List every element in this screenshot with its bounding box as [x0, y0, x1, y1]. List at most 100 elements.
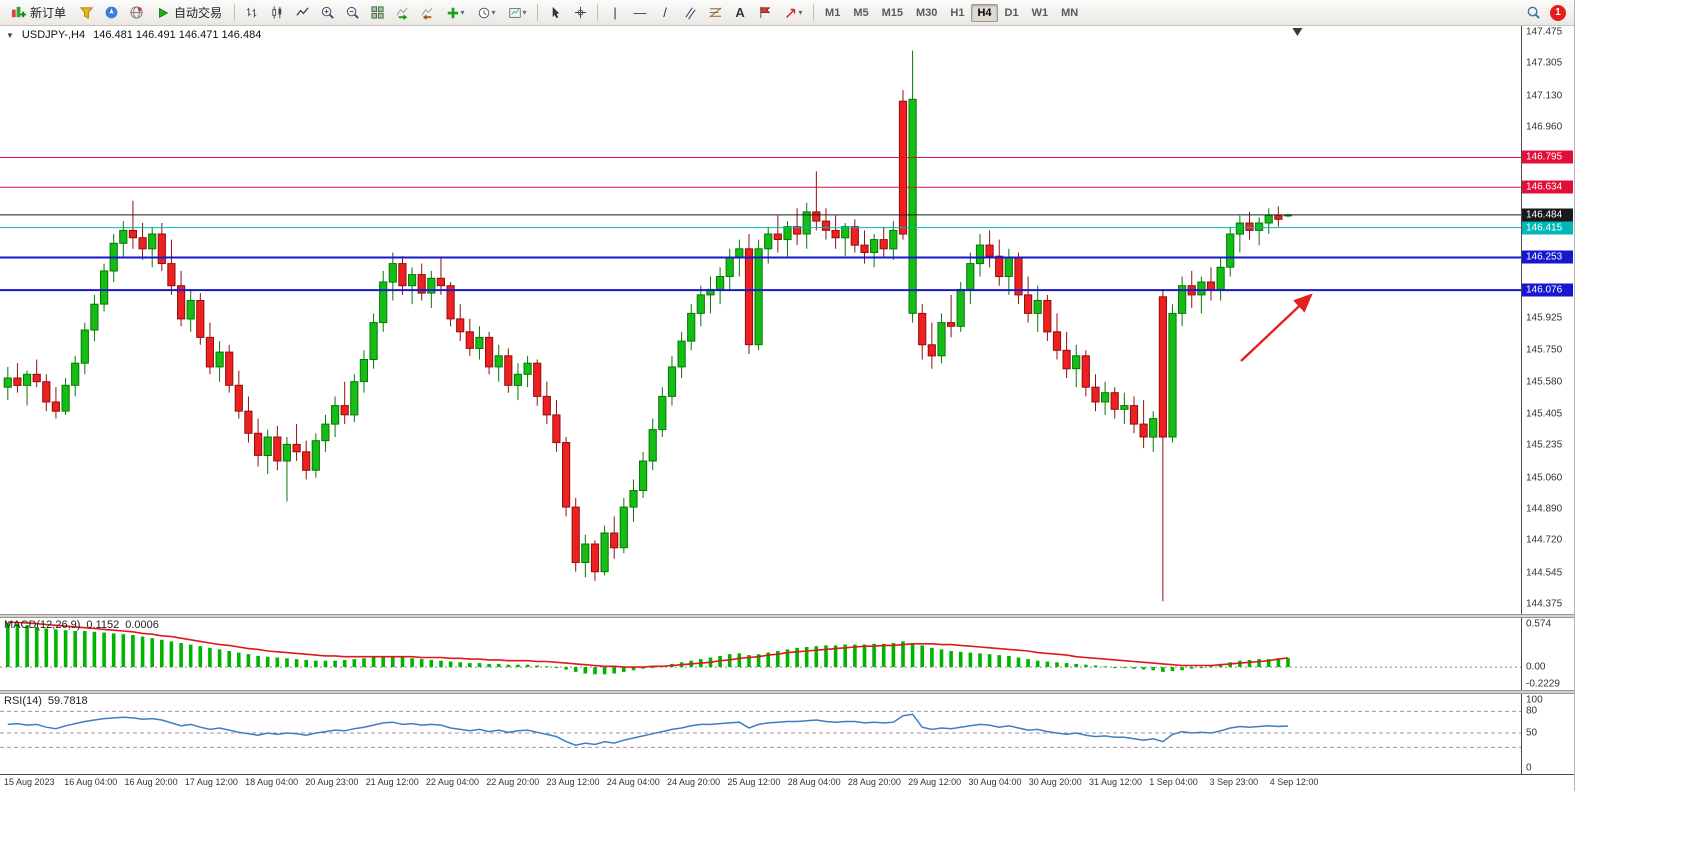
line-chart-mode-button[interactable] [290, 2, 314, 23]
navigator-icon [105, 6, 117, 19]
arrows-tool-button[interactable]: ▾ [778, 2, 808, 23]
macd-tick: 0.00 [1526, 661, 1546, 673]
candlestick-chart-icon [271, 6, 281, 19]
mt4-window: 新订单 自动交易 [0, 0, 1575, 791]
search-button[interactable] [1521, 2, 1545, 23]
vertical-line-icon: | [613, 5, 617, 20]
price-tick: 145.235 [1526, 439, 1563, 451]
toolbar-separator [234, 4, 236, 21]
cursor-button[interactable] [543, 2, 567, 23]
toolbar-separator [813, 4, 815, 21]
rsi-tick: 0 [1526, 762, 1532, 774]
notification-badge[interactable]: 1 [1550, 4, 1566, 21]
timeframe-group: M1 M5 M15 M30 H1 H4 D1 W1 MN [819, 3, 1084, 22]
price-axis[interactable]: 147.475 147.305 147.130 146.960 145.925 145.7… [1521, 26, 1574, 614]
candlestick-chart[interactable] [0, 26, 1521, 614]
toolbar-separator [537, 4, 539, 21]
panel-splitter-rsi[interactable] [0, 690, 1574, 694]
rsi-tick: 100 [1526, 694, 1543, 706]
timeframe-w1[interactable]: W1 [1026, 4, 1055, 22]
macd-chart[interactable] [0, 618, 1521, 690]
zoom-out-button[interactable] [340, 2, 364, 23]
macd-axis[interactable]: 0.574 0.00 -0.2229 [1521, 618, 1574, 690]
zoom-out-icon [346, 6, 359, 19]
timeframe-m15[interactable]: M15 [876, 4, 909, 22]
auto-trading-button[interactable]: 自动交易 [149, 2, 229, 23]
indicators-button[interactable]: ▾ [440, 2, 470, 23]
market-watch-button[interactable] [74, 2, 98, 23]
zoom-in-button[interactable] [315, 2, 339, 23]
timeframe-h4[interactable]: H4 [971, 3, 998, 22]
template-icon [508, 7, 521, 18]
auto-trading-play-icon [159, 7, 169, 18]
price-tick: 144.545 [1526, 567, 1563, 579]
search-icon [1527, 6, 1540, 19]
price-tick: 144.720 [1526, 534, 1563, 546]
rsi-panel: 100 80 50 0 RSI(14) 59.7818 [0, 694, 1574, 774]
vertical-line-button[interactable]: | [603, 2, 627, 23]
clock-icon [478, 7, 489, 18]
timeframe-m5[interactable]: M5 [847, 4, 874, 22]
price-tick: 144.375 [1526, 598, 1563, 610]
trendline-button[interactable]: / [653, 2, 677, 23]
crosshair-icon [574, 6, 586, 19]
horizontal-line-button[interactable]: — [628, 2, 652, 23]
rsi-tick: 80 [1526, 705, 1538, 717]
timeframe-h1[interactable]: H1 [944, 4, 970, 22]
time-label: 24 Aug 04:00 [606, 777, 660, 787]
time-label: 25 Aug 12:00 [727, 777, 781, 787]
timeframe-mn[interactable]: MN [1055, 4, 1084, 22]
trendline-icon: / [663, 5, 667, 20]
price-line-badge: 146.795 [1522, 150, 1573, 164]
timeframe-m30[interactable]: M30 [910, 4, 943, 22]
community-button[interactable] [124, 2, 148, 23]
price-tick: 147.475 [1526, 26, 1563, 38]
tile-windows-button[interactable] [365, 2, 389, 23]
chart-shift-button[interactable] [415, 2, 439, 23]
auto-scroll-button[interactable] [390, 2, 414, 23]
chart-window: 147.475 147.305 147.130 146.960 145.925 145.7… [0, 26, 1574, 791]
time-label: 30 Aug 04:00 [968, 777, 1022, 787]
timeframe-m1[interactable]: M1 [819, 4, 846, 22]
text-tool-button[interactable]: A [728, 2, 752, 23]
template-button[interactable]: ▾ [502, 2, 532, 23]
price-tick: 145.925 [1526, 312, 1563, 324]
crosshair-button[interactable] [568, 2, 592, 23]
time-label: 24 Aug 20:00 [667, 777, 721, 787]
bar-chart-mode-button[interactable] [240, 2, 264, 23]
arrows-dropdown-icon: ▾ [798, 8, 803, 17]
time-label: 4 Sep 12:00 [1269, 777, 1319, 787]
period-dropdown-icon: ▾ [491, 8, 496, 17]
period-button[interactable]: ▾ [471, 2, 501, 23]
new-order-icon [11, 6, 26, 18]
navigator-button[interactable] [99, 2, 123, 23]
main-toolbar: 新订单 自动交易 [0, 0, 1574, 26]
new-order-button[interactable]: 新订单 [4, 2, 73, 23]
price-tick: 146.960 [1526, 121, 1563, 133]
time-label: 18 Aug 04:00 [245, 777, 299, 787]
panel-splitter-macd[interactable] [0, 614, 1574, 618]
rsi-chart[interactable] [0, 694, 1521, 774]
time-label: 20 Aug 23:00 [305, 777, 359, 787]
time-label: 31 Aug 12:00 [1088, 777, 1143, 787]
time-axis[interactable]: 15 Aug 2023 16 Aug 04:00 16 Aug 20:00 17 Au… [0, 774, 1574, 791]
main-chart-panel: 147.475 147.305 147.130 146.960 145.925 145.7… [0, 26, 1574, 614]
time-label: 15 Aug 2023 [4, 777, 55, 787]
time-label: 17 Aug 12:00 [184, 777, 238, 787]
fibonacci-button[interactable] [703, 2, 727, 23]
price-tick: 147.130 [1526, 90, 1563, 102]
candlestick-mode-button[interactable] [265, 2, 289, 23]
text-label-button[interactable] [753, 2, 777, 23]
price-line-badge: 146.415 [1522, 221, 1573, 235]
macd-tick: -0.2229 [1526, 678, 1560, 690]
chart-dropdown-icon[interactable]: ▼ [6, 30, 14, 40]
line-chart-icon [295, 7, 309, 16]
bar-chart-icon [246, 7, 256, 18]
auto-trading-label: 自动交易 [174, 6, 223, 20]
toolbar-separator [597, 4, 599, 21]
rsi-axis[interactable]: 100 80 50 0 [1521, 694, 1574, 774]
timeframe-d1[interactable]: D1 [999, 4, 1025, 22]
channel-button[interactable] [678, 2, 702, 23]
auto-scroll-icon [396, 7, 408, 20]
